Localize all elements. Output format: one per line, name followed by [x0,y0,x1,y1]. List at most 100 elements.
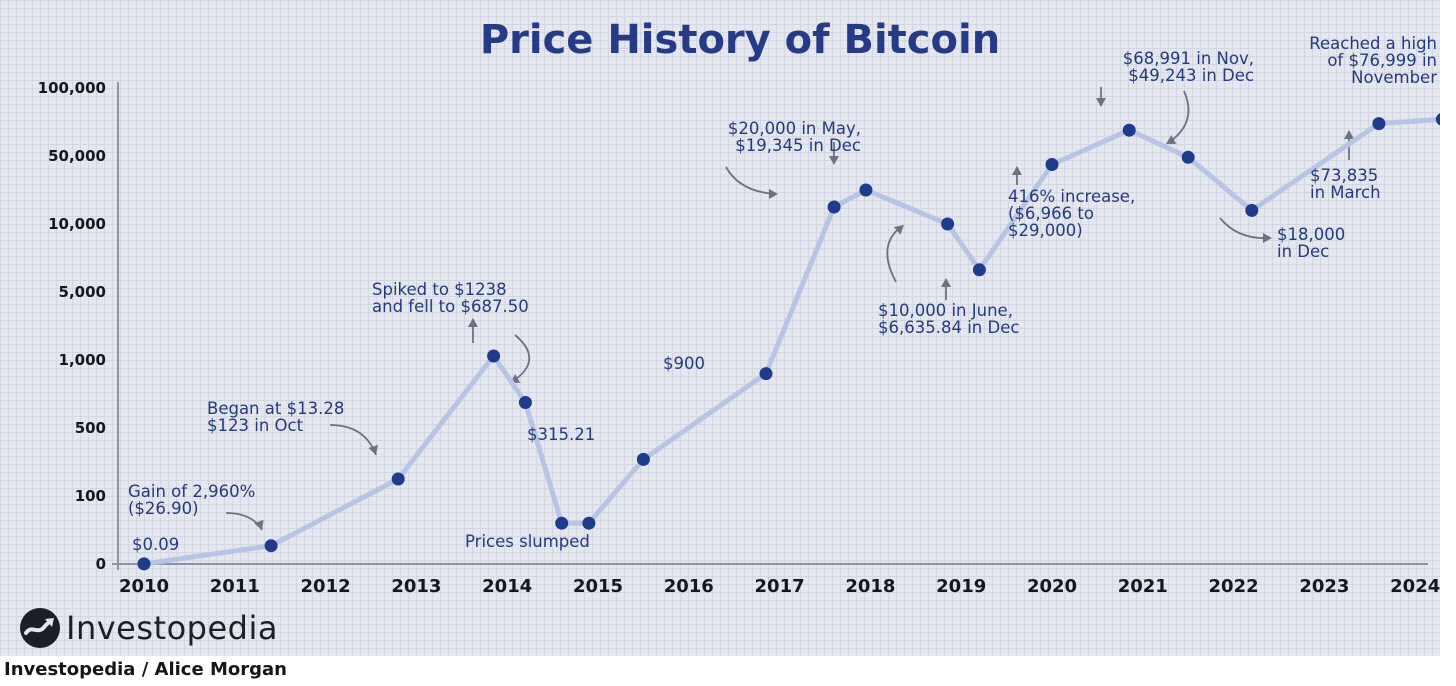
annotation-line: $49,243 in Dec [1128,66,1254,85]
investopedia-logo-icon [20,608,60,648]
y-tick-label: 5,000 [59,283,106,301]
data-point [759,367,773,381]
image-credit: Investopedia / Alice Morgan [4,659,287,680]
y-tick-label: 1,000 [59,351,106,369]
data-point [941,217,955,231]
annotation-label: Gain of 2,960% ($26.90) [128,482,255,518]
data-point [1045,158,1059,171]
annotation-arrowhead [1012,166,1022,175]
annotation-label: $0.09 [132,535,179,554]
annotation-line: $20,000 in May, [728,119,861,138]
annotation-label: Began at $13.28 $123 in Oct [207,399,344,435]
annotation-label: $68,991 in Nov, $49,243 in Dec [1123,49,1254,85]
chart-title: Price History of Bitcoin [480,17,1000,63]
x-tick-label: 2017 [755,576,805,597]
data-point [264,539,278,553]
x-tick-label: 2018 [845,576,895,597]
annotation-arrowhead [941,278,951,287]
data-point [518,396,532,409]
data-point [859,183,873,197]
annotations: $0.09 Gain of 2,960% ($26.90) Began at $13.… [128,34,1437,554]
annotation-label: $20,000 in May, $19,345 in Dec [728,119,861,155]
x-tick-label: 2014 [482,576,532,597]
annotation-label: Reached a high of $76,999 in November [1309,34,1437,87]
annotation-line: Prices slumped [465,532,590,551]
data-markers [137,113,1440,571]
annotation-line: $68,991 in Nov, [1123,49,1254,68]
annotation-arrow [1167,90,1190,144]
x-tick-label: 2020 [1027,576,1077,597]
annotation-line: and fell to $687.50 [372,297,529,316]
annotation-arrowhead [893,225,904,235]
data-point [1435,113,1440,126]
annotation-arrowhead [254,519,264,530]
y-tick-label: 50,000 [48,147,106,165]
annotation-label: Spiked to $1238 and fell to $687.50 [372,280,529,316]
annotation-label: $315.21 [527,425,595,444]
annotation-line: Began at $13.28 [207,399,344,418]
annotation-line: of $76,999 in [1327,51,1437,70]
x-tick-label: 2012 [301,576,351,597]
annotation-arrow [511,334,531,383]
data-point [827,200,841,214]
logo-text: Investopedia [66,609,278,647]
annotation-line: $315.21 [527,425,595,444]
annotation-line: November [1351,68,1437,87]
annotation-arrow [886,225,903,283]
x-tick-label: 2021 [1118,576,1168,597]
data-point [137,557,151,571]
y-tick-label: 500 [75,419,106,437]
y-tick-label: 100,000 [38,79,106,97]
x-tick-label: 2022 [1209,576,1259,597]
annotation-arrow [225,512,263,531]
annotation-label: Prices slumped [465,532,590,551]
data-point [1372,117,1386,131]
x-ticks: 2010 2011 2012 2013 2014 2015 2016 2017 2018 2019… [119,576,1440,597]
y-tick-label: 10,000 [48,215,106,233]
annotation-line: $19,345 in Dec [735,136,861,155]
y-tick-label: 0 [96,555,106,573]
x-tick-label: 2010 [119,576,169,597]
annotation-label: $73,835 in March [1310,166,1381,202]
annotation-line: 416% increase, [1008,187,1135,206]
annotation-arrows [225,87,1354,531]
data-point [1245,203,1259,217]
annotation-label: $18,000 in Dec [1277,225,1345,261]
data-point [391,472,405,486]
x-tick-label: 2016 [664,576,714,597]
annotation-line: $123 in Oct [207,416,304,435]
annotation-line: ($6,966 to [1008,204,1094,223]
annotation-line: Gain of 2,960% [128,482,255,501]
annotation-arrowhead [368,444,378,455]
annotation-line: $18,000 [1277,225,1345,244]
x-tick-label: 2011 [210,576,260,597]
annotation-line: Spiked to $1238 [372,280,507,299]
annotation-label: $900 [663,354,705,373]
annotation-arrowhead [1263,233,1272,243]
annotation-line: $0.09 [132,535,179,554]
y-tick-label: 100 [75,487,106,505]
annotation-line: $6,635.84 in Dec [878,318,1019,337]
annotation-line: $900 [663,354,705,373]
annotation-arrowhead [829,156,839,165]
chart-svg: Price History of Bitcoin 0 100 500 1,000 5,0… [38,17,1440,597]
chart-panel: Price History of Bitcoin 0 100 500 1,000 5,0… [0,0,1440,656]
x-tick-label: 2015 [573,576,623,597]
annotation-arrowhead [468,318,478,327]
x-tick-label: 2024 [1390,576,1440,597]
series-line [141,116,1440,567]
y-ticks: 0 100 500 1,000 5,000 10,000 50,000 100,000 [38,79,106,573]
x-tick-label: 2023 [1299,576,1349,597]
annotation-label: $10,000 in June, $6,635.84 in Dec [878,301,1019,337]
annotation-arrowhead [1166,135,1177,144]
data-point [555,516,569,530]
annotation-line: Reached a high [1309,34,1437,53]
annotation-line: in March [1310,183,1381,202]
annotation-line: $10,000 in June, [878,301,1013,320]
x-tick-label: 2013 [391,576,441,597]
data-point [1181,150,1195,164]
data-point [636,452,650,466]
annotation-line: $73,835 [1310,166,1378,185]
annotation-arrow [1219,217,1271,240]
